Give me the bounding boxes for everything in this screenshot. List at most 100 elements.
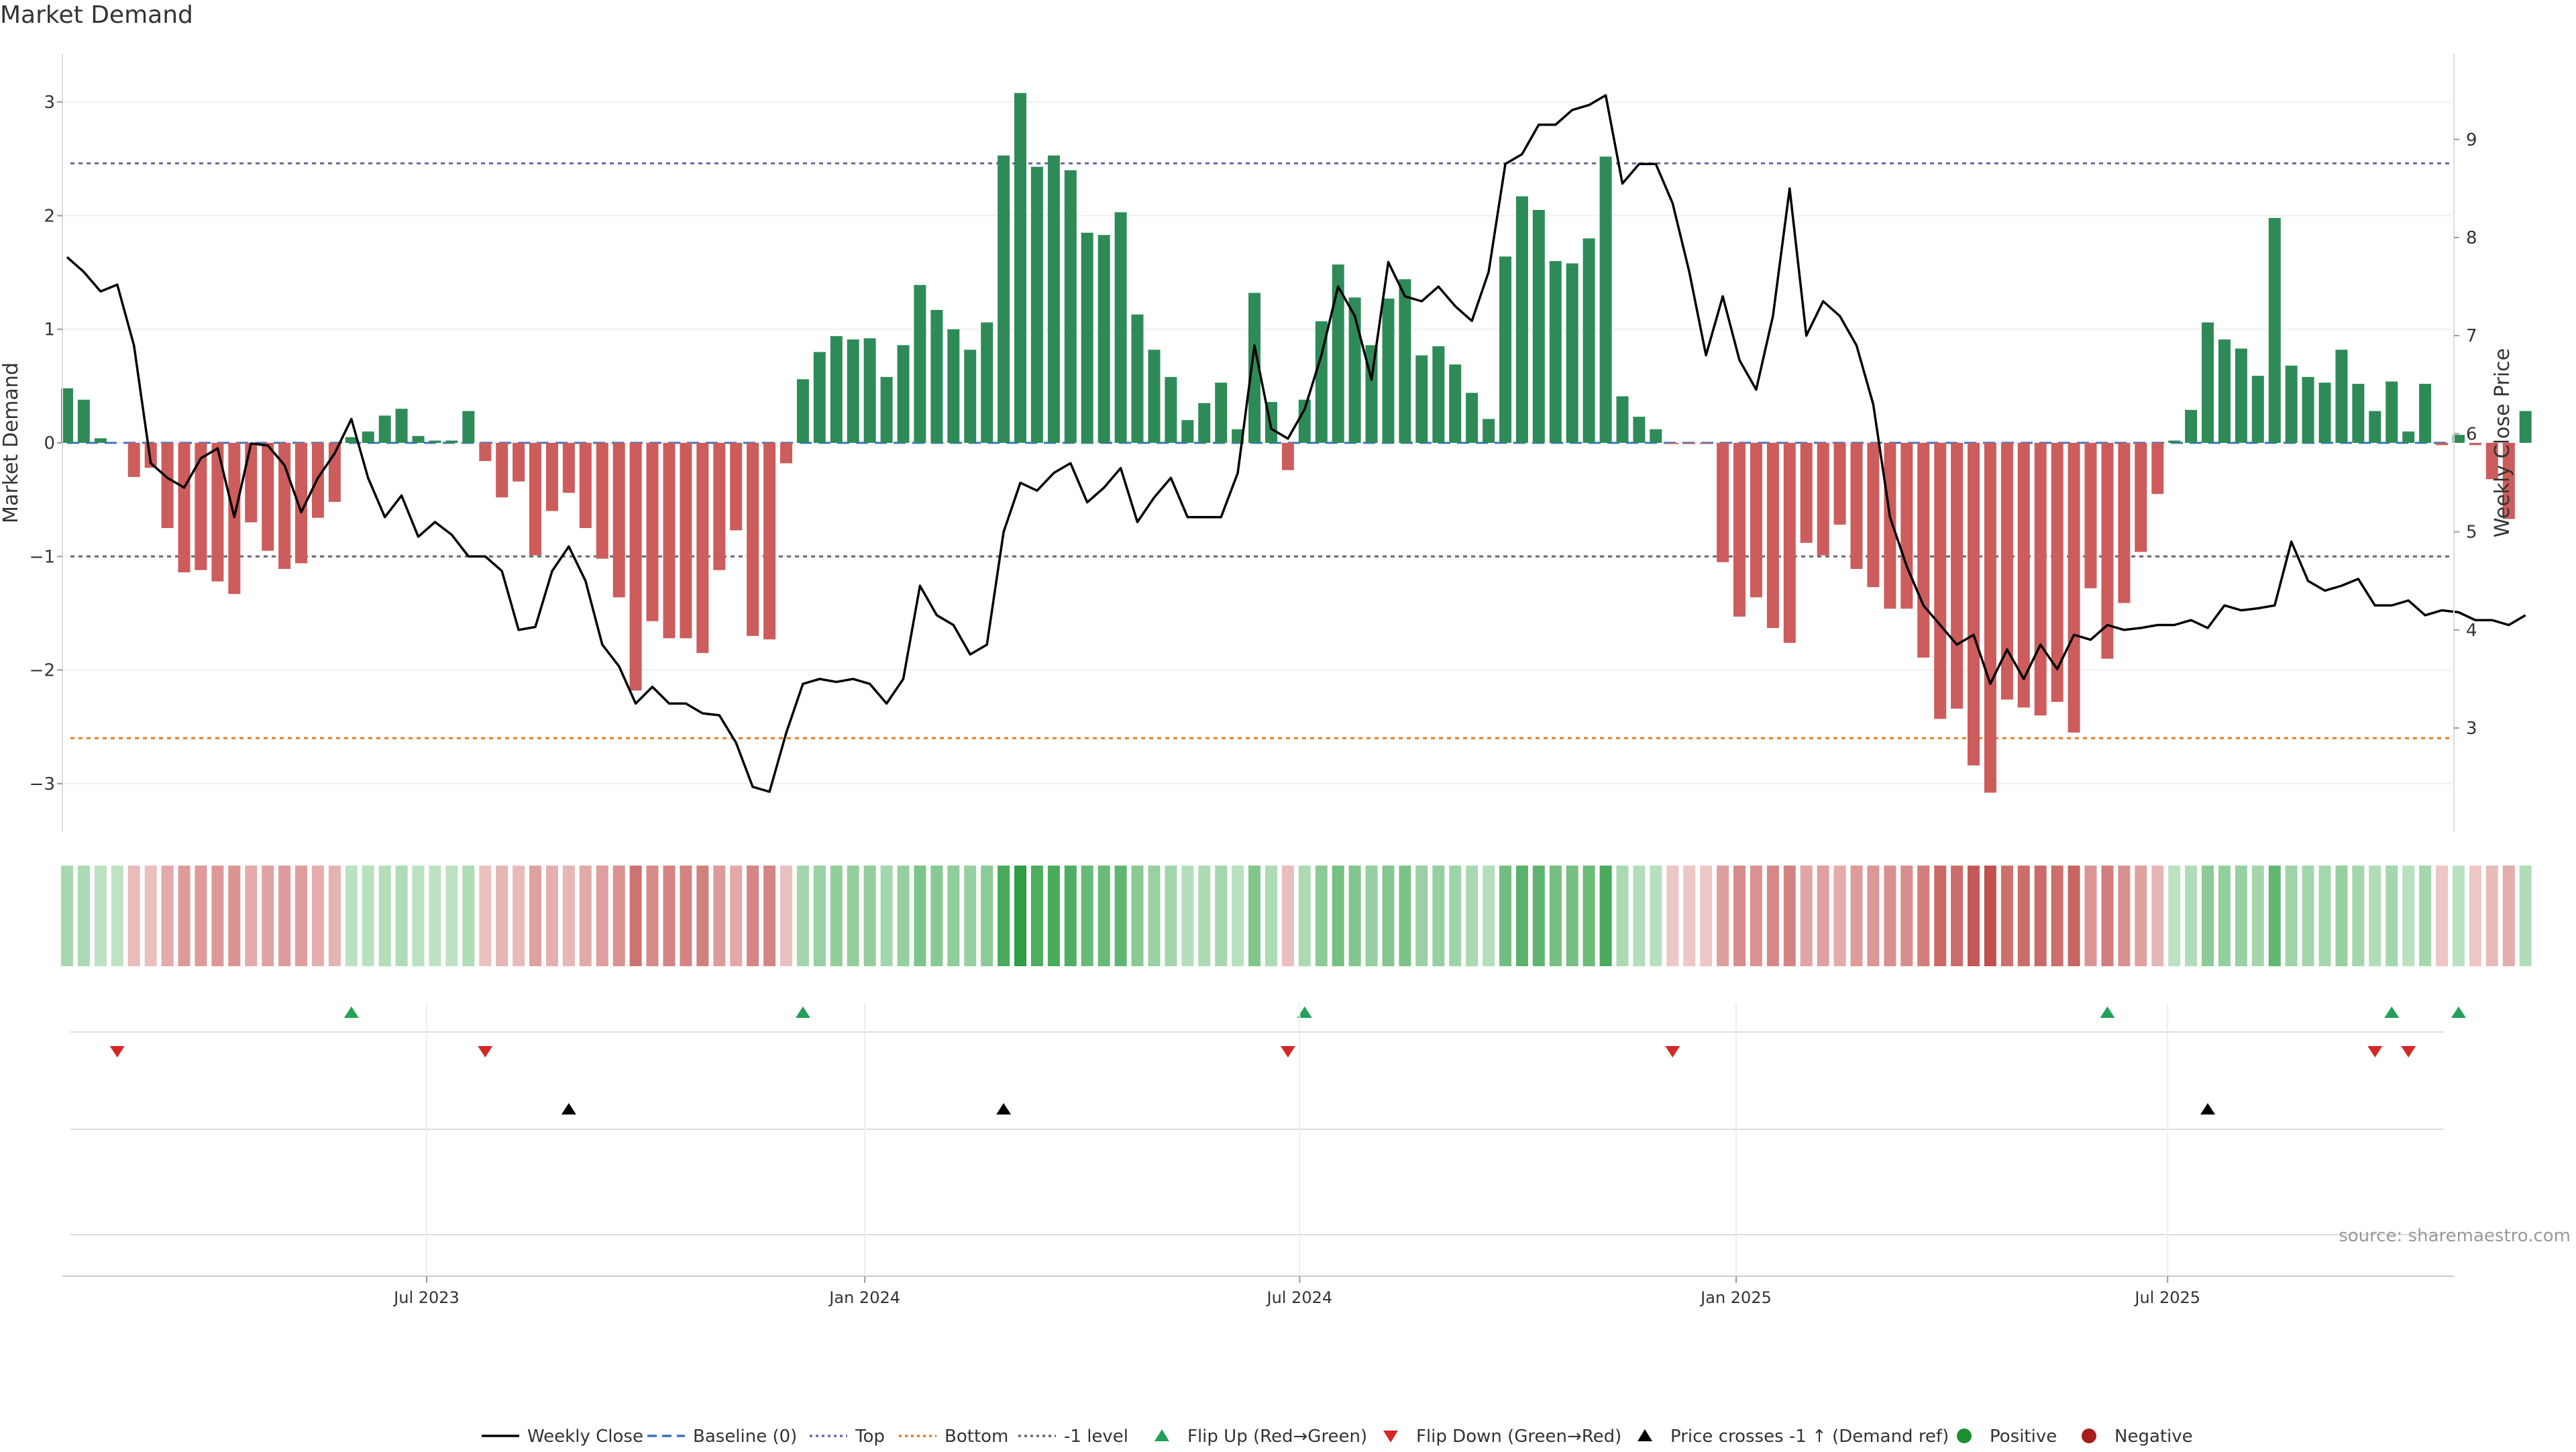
demand-bar xyxy=(1030,166,1043,443)
demand-bar xyxy=(1198,403,1211,443)
demand-bar xyxy=(1131,314,1144,443)
demand-bar xyxy=(847,339,859,443)
flip-down-marker xyxy=(2367,1046,2383,1057)
heat-cell xyxy=(295,866,307,966)
demand-bar xyxy=(1750,443,1762,598)
price-cross-marker xyxy=(561,1103,576,1114)
heat-cell xyxy=(930,866,943,966)
heat-cell xyxy=(2101,866,2114,966)
demand-bar xyxy=(1984,443,1996,793)
demand-bar xyxy=(1968,443,1980,766)
legend-swatch-dot xyxy=(2082,1429,2096,1443)
heat-cell xyxy=(2084,866,2097,966)
demand-bar xyxy=(1064,170,1077,443)
demand-bar xyxy=(680,443,692,639)
right-axis-tick-label: 7 xyxy=(2466,326,2477,346)
heat-cell xyxy=(1265,866,1277,966)
demand-bar xyxy=(2335,350,2348,443)
demand-bar xyxy=(2118,443,2131,603)
heat-cell xyxy=(378,866,391,966)
demand-bar xyxy=(1348,297,1361,443)
heat-cell xyxy=(144,866,157,966)
demand-bar xyxy=(529,443,541,556)
demand-bar xyxy=(462,411,475,443)
demand-bar xyxy=(546,443,558,511)
heat-cell xyxy=(947,866,960,966)
demand-bar xyxy=(1232,429,1244,443)
demand-bar xyxy=(2202,322,2214,443)
heat-cell xyxy=(1616,866,1629,966)
heat-cell xyxy=(1900,866,1913,966)
heat-cell xyxy=(1232,866,1244,966)
demand-bar xyxy=(2017,443,2030,708)
flip-up-marker xyxy=(1297,1006,1312,1018)
demand-bar xyxy=(1014,93,1026,444)
demand-bar xyxy=(445,440,458,443)
heat-cell xyxy=(2168,866,2181,966)
legend-label: Flip Up (Red→Green) xyxy=(1187,1427,1367,1447)
demand-bar xyxy=(646,443,659,621)
heat-cell xyxy=(2202,866,2214,966)
demand-bar xyxy=(1281,443,1294,470)
demand-bar xyxy=(2084,443,2097,588)
right-axis-tick-label: 6 xyxy=(2466,424,2477,444)
demand-bar xyxy=(262,443,274,551)
x-axis-tick-label: Jul 2023 xyxy=(392,1288,460,1307)
legend-label: Baseline (0) xyxy=(693,1427,797,1447)
demand-bar xyxy=(964,350,977,443)
heat-cell xyxy=(1984,866,1996,966)
demand-bar xyxy=(947,329,960,443)
heat-cell xyxy=(813,866,826,966)
heat-cell xyxy=(362,866,374,966)
demand-bar xyxy=(1047,155,1060,443)
heat-cell xyxy=(1717,866,1729,966)
heat-cell xyxy=(646,866,659,966)
demand-bar xyxy=(2034,443,2047,716)
heat-cell xyxy=(195,866,207,966)
heat-cell xyxy=(445,866,458,966)
demand-bar xyxy=(981,322,994,443)
heat-cell xyxy=(94,866,107,966)
heat-cell xyxy=(1148,866,1161,966)
demand-bar xyxy=(1683,443,1696,444)
heat-cell xyxy=(1850,866,1863,966)
heat-cell xyxy=(412,866,425,966)
price-cross-marker xyxy=(996,1103,1012,1114)
demand-bar xyxy=(1700,443,1713,444)
demand-bar xyxy=(228,443,241,594)
flip-down-marker xyxy=(109,1046,125,1057)
heat-cell xyxy=(1549,866,1562,966)
heat-cell xyxy=(2235,866,2247,966)
heat-cell xyxy=(278,866,291,966)
heat-cell xyxy=(1432,866,1445,966)
heat-cell xyxy=(998,866,1010,966)
demand-bar xyxy=(763,443,776,639)
chart-title: Market Demand xyxy=(0,1,193,29)
heat-cell xyxy=(2385,866,2398,966)
flip-down-marker xyxy=(1665,1046,1680,1057)
heat-cell xyxy=(830,866,843,966)
heat-cell xyxy=(1382,866,1395,966)
demand-bar xyxy=(1800,443,1813,543)
heat-cell xyxy=(629,866,642,966)
heat-cell xyxy=(747,866,759,966)
demand-bar xyxy=(479,443,492,462)
demand-bar xyxy=(2502,443,2515,519)
demand-bar xyxy=(178,443,191,572)
demand-bar xyxy=(2519,411,2532,443)
x-axis-tick-label: Jan 2024 xyxy=(828,1288,900,1307)
heat-cell xyxy=(2268,866,2281,966)
demand-bar xyxy=(211,443,224,582)
left-axis-tick-label: −1 xyxy=(30,547,55,567)
heat-cell xyxy=(1030,866,1043,966)
demand-bar xyxy=(2285,365,2298,443)
heat-cell xyxy=(2318,866,2331,966)
flip-up-marker xyxy=(2100,1006,2115,1018)
heat-cell xyxy=(2502,866,2515,966)
heat-cell xyxy=(211,866,224,966)
heat-cell xyxy=(713,866,726,966)
heat-cell xyxy=(780,866,792,966)
heat-cell xyxy=(696,866,709,966)
heat-cell xyxy=(1582,866,1595,966)
right-axis-tick-label: 8 xyxy=(2466,228,2477,248)
